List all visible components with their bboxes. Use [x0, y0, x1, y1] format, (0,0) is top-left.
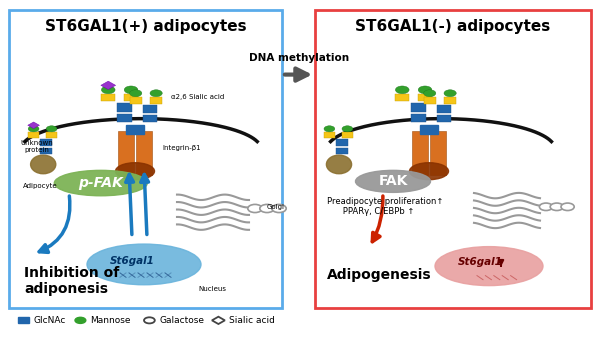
Bar — [437, 115, 451, 122]
Circle shape — [424, 90, 436, 97]
Circle shape — [324, 126, 335, 132]
Ellipse shape — [355, 170, 431, 193]
Ellipse shape — [435, 247, 543, 285]
Bar — [315, 10, 591, 308]
Circle shape — [101, 86, 115, 94]
Text: α2,6 Sialic acid: α2,6 Sialic acid — [171, 94, 224, 100]
Bar — [420, 125, 438, 134]
Circle shape — [395, 86, 409, 94]
Bar — [395, 94, 409, 101]
Bar — [18, 317, 29, 323]
Bar — [324, 132, 335, 138]
Polygon shape — [28, 122, 40, 128]
Circle shape — [144, 317, 155, 323]
Text: Inhibition of
adiponesis: Inhibition of adiponesis — [24, 266, 119, 296]
Bar — [126, 125, 144, 134]
Bar — [444, 97, 456, 104]
Ellipse shape — [31, 155, 56, 174]
Bar — [411, 103, 425, 112]
Ellipse shape — [409, 163, 449, 180]
Text: St6gal1: St6gal1 — [110, 256, 154, 266]
Text: Nucleus: Nucleus — [198, 286, 226, 293]
Bar — [117, 103, 131, 112]
Text: ST6GAL1(+) adipocytes: ST6GAL1(+) adipocytes — [44, 19, 247, 34]
Ellipse shape — [326, 155, 352, 174]
Bar — [411, 114, 425, 122]
Text: St6gal1: St6gal1 — [458, 257, 502, 267]
Bar — [9, 10, 282, 308]
Circle shape — [272, 204, 286, 213]
Text: Preadipocyte proliferation↑
      PPARγ, C/EBPb ↑: Preadipocyte proliferation↑ PPARγ, C/EBP… — [327, 197, 443, 216]
Text: Mannose: Mannose — [91, 316, 131, 325]
Text: Golgi: Golgi — [267, 204, 285, 210]
Text: p-FAK: p-FAK — [79, 176, 123, 190]
Circle shape — [561, 203, 574, 211]
Ellipse shape — [55, 170, 148, 196]
Text: Adipocyte: Adipocyte — [23, 183, 58, 189]
Bar — [143, 105, 157, 113]
Circle shape — [550, 203, 563, 211]
Bar — [143, 115, 157, 122]
Bar — [124, 94, 138, 101]
Text: ST6GAL1(-) adipocytes: ST6GAL1(-) adipocytes — [355, 19, 551, 34]
Text: Galactose: Galactose — [160, 316, 205, 325]
Circle shape — [418, 86, 432, 94]
Circle shape — [260, 204, 274, 213]
Ellipse shape — [87, 244, 201, 285]
Circle shape — [124, 86, 138, 94]
Circle shape — [444, 90, 456, 97]
Polygon shape — [212, 317, 225, 324]
Bar — [336, 148, 348, 154]
Text: FAK: FAK — [379, 174, 407, 188]
Text: Sialic acid: Sialic acid — [229, 316, 274, 325]
Circle shape — [539, 203, 553, 211]
Bar — [117, 114, 131, 122]
Bar — [28, 132, 39, 138]
Bar — [418, 94, 432, 101]
Bar — [136, 131, 152, 175]
Ellipse shape — [115, 163, 155, 180]
Circle shape — [248, 204, 262, 213]
Bar — [130, 97, 142, 104]
Bar — [412, 131, 428, 175]
Bar — [118, 131, 134, 175]
Polygon shape — [101, 81, 116, 89]
Text: DNA methylation: DNA methylation — [249, 53, 349, 63]
Bar — [336, 140, 348, 146]
Bar — [40, 140, 52, 146]
Circle shape — [342, 126, 353, 132]
Bar — [430, 131, 446, 175]
Bar — [46, 132, 57, 138]
Circle shape — [130, 90, 142, 97]
Circle shape — [46, 126, 57, 132]
Text: Adipogenesis: Adipogenesis — [327, 268, 431, 282]
Circle shape — [150, 90, 162, 97]
Bar — [40, 148, 52, 154]
Circle shape — [28, 126, 39, 132]
Bar — [424, 97, 436, 104]
Bar — [101, 94, 115, 101]
Bar — [437, 105, 451, 113]
Text: GlcNAc: GlcNAc — [34, 316, 66, 325]
Circle shape — [75, 317, 86, 323]
Bar — [342, 132, 353, 138]
Text: Unknown
protein: Unknown protein — [21, 140, 53, 153]
Text: Integrin-β1: Integrin-β1 — [162, 145, 200, 151]
Bar — [150, 97, 162, 104]
